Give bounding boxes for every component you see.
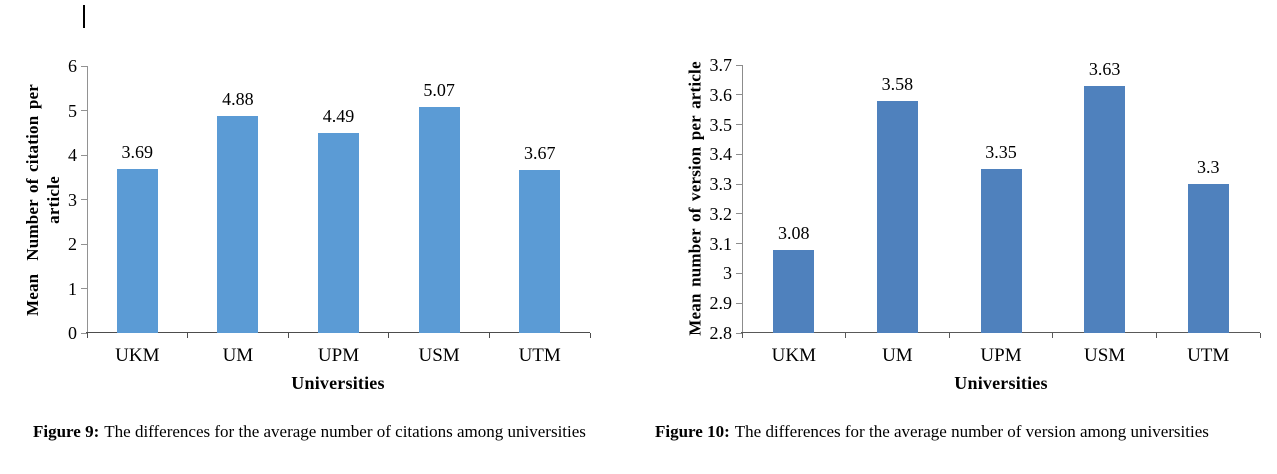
y-axis-line: [742, 65, 743, 333]
category-label: UKM: [771, 345, 816, 366]
x-axis-tick: [741, 333, 743, 338]
category-label: UM: [222, 345, 254, 366]
y-axis-tick: [736, 243, 742, 245]
caption-label: Figure 9:: [33, 422, 100, 441]
y-tick-label: 2.8: [709, 323, 733, 343]
bar: [519, 169, 561, 333]
bar-value-label: 3.67: [523, 142, 556, 163]
y-tick-label: 1: [68, 278, 77, 299]
plot-area: 0 1 2 3 4 5 6 3.69 UKM 4.88 UM 4.49 UPM 5.07 USM 3.67 UT…: [68, 56, 591, 366]
bar: [116, 168, 158, 333]
y-tick-label: 3.4: [709, 144, 733, 165]
category-label: USM: [1084, 345, 1126, 366]
x-axis-tick: [589, 333, 591, 338]
category-label: UKM: [115, 345, 160, 366]
x-axis-tick: [86, 333, 88, 338]
category-label: USM: [418, 345, 460, 366]
bar-value-label: 3.69: [121, 141, 154, 162]
bar: [876, 100, 918, 333]
bar: [217, 115, 259, 333]
y-tick-label: 3.3: [709, 174, 733, 195]
x-axis-tick: [1259, 333, 1261, 338]
x-axis-title: Universities: [291, 373, 385, 393]
plot-area: 2.8 2.9 3 3.1 3.2 3.3 3.4 3.5 3.6 3.7 3.08 UKM 3.58 U…: [710, 55, 1261, 366]
y-tick-label: 2: [68, 234, 77, 254]
y-axis-tick: [736, 124, 742, 126]
x-axis-tick: [287, 333, 289, 338]
y-tick-label: 6: [68, 56, 77, 76]
y-axis-tick: [736, 272, 742, 274]
y-axis-tick: [81, 332, 87, 334]
y-tick-label: 3: [68, 189, 77, 210]
y-axis-tick: [736, 332, 742, 334]
figure-caption: Figure 9: The differences for the average…: [33, 422, 586, 442]
category-label: UTM: [1187, 345, 1230, 366]
x-axis-tick: [948, 333, 950, 338]
bar-value-label: 4.88: [222, 88, 254, 109]
y-axis-tick: [81, 65, 87, 67]
bar-value-label: 3.3: [1196, 157, 1220, 178]
bar: [980, 169, 1022, 333]
x-axis-tick: [388, 333, 390, 338]
y-axis-tick: [736, 94, 742, 96]
y-axis-tick: [81, 199, 87, 200]
y-axis-tick: [81, 243, 87, 245]
y-axis-tick: [736, 183, 742, 185]
y-axis-tick: [736, 153, 742, 155]
category-label: UTM: [518, 345, 561, 366]
y-axis-tick: [736, 302, 742, 304]
x-axis-tick: [488, 333, 490, 338]
bar: [318, 133, 359, 333]
x-axis-tick: [1155, 333, 1157, 338]
y-axis-tick: [736, 213, 742, 215]
y-tick-label: 5: [68, 100, 77, 121]
y-axis-tick: [736, 64, 742, 66]
bar: [418, 107, 460, 333]
category-label: UPM: [980, 345, 1022, 366]
text-cursor-artifact: [83, 5, 85, 28]
y-tick-label: 3: [723, 263, 732, 284]
y-axis-line: [87, 66, 88, 333]
bar-value-label: 3.63: [1088, 58, 1121, 79]
caption-label: Figure 10:: [655, 422, 730, 441]
bar-value-label: 3.08: [778, 222, 810, 243]
bar-value-label: 3.35: [985, 142, 1017, 163]
bar: [773, 249, 815, 333]
y-tick-label: 2.9: [709, 293, 733, 314]
y-tick-label: 3.1: [709, 233, 733, 254]
x-axis-tick: [187, 333, 189, 338]
category-label: UM: [882, 345, 913, 366]
bar: [1187, 184, 1229, 333]
category-label: UPM: [317, 345, 360, 366]
y-tick-label: 3.7: [709, 55, 733, 75]
figure-caption: Figure 10: The differences for the averag…: [655, 422, 1209, 442]
y-tick-label: 3.5: [709, 114, 733, 135]
bar-value-label: 4.49: [322, 106, 355, 127]
y-tick-label: 0: [68, 323, 77, 343]
x-axis-tick: [1052, 333, 1054, 338]
y-axis-tick: [81, 154, 87, 156]
y-tick-label: 4: [68, 145, 77, 165]
y-axis-tick: [81, 288, 87, 289]
caption-text: The differences for the average number o…: [104, 422, 586, 441]
y-axis-tick: [81, 110, 87, 111]
y-tick-label: 3.2: [709, 203, 733, 224]
y-tick-label: 3.6: [709, 84, 733, 105]
bar-value-label: 5.07: [423, 80, 455, 101]
x-axis-title: Universities: [954, 373, 1048, 393]
x-axis-tick: [845, 333, 847, 338]
caption-text: The differences for the average number o…: [734, 422, 1209, 441]
bar-value-label: 3.58: [881, 73, 914, 94]
bar: [1084, 85, 1126, 333]
